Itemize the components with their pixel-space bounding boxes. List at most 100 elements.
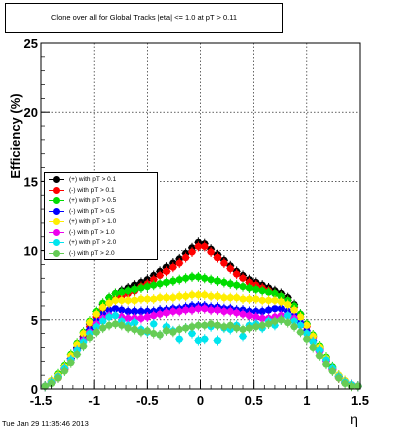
series xyxy=(41,241,362,392)
data-point xyxy=(239,282,247,291)
data-point xyxy=(156,294,164,302)
legend-label: (-) with pT > 1.0 xyxy=(69,228,115,236)
data-point xyxy=(258,321,266,329)
data-point xyxy=(213,321,222,329)
data-point xyxy=(290,317,298,325)
data-point xyxy=(188,323,196,331)
data-point xyxy=(233,270,241,278)
data-point xyxy=(169,277,177,285)
data-point xyxy=(111,305,120,313)
data-point xyxy=(194,291,202,299)
data-point xyxy=(201,242,209,251)
data-point xyxy=(124,314,132,323)
data-point xyxy=(118,321,126,329)
data-point xyxy=(233,309,241,317)
x-axis-label: η xyxy=(350,411,358,427)
data-point xyxy=(124,307,132,316)
data-point xyxy=(201,335,209,343)
data-point xyxy=(137,284,145,292)
data-point xyxy=(226,307,234,316)
data-point xyxy=(162,327,171,335)
data-point xyxy=(207,276,215,284)
data-point xyxy=(105,299,113,307)
data-point xyxy=(207,306,215,314)
data-point xyxy=(156,310,164,318)
data-point xyxy=(105,294,113,302)
data-point xyxy=(175,292,183,300)
data-point xyxy=(188,330,196,338)
data-point xyxy=(143,282,151,291)
data-point xyxy=(137,295,145,303)
data-point xyxy=(175,276,183,284)
data-point xyxy=(150,276,158,284)
data-point xyxy=(162,267,171,275)
data-point xyxy=(207,292,215,300)
legend-label: (-) with pT > 0.5 xyxy=(69,207,115,215)
timestamp: Tue Jan 29 11:35:46 2013 xyxy=(2,419,89,428)
data-point xyxy=(303,321,311,329)
data-point xyxy=(105,313,113,321)
data-point xyxy=(143,313,151,321)
data-point xyxy=(277,316,285,324)
data-point xyxy=(284,300,292,309)
data-point xyxy=(105,321,113,329)
data-point xyxy=(226,321,234,329)
data-point xyxy=(239,274,247,282)
data-point xyxy=(175,325,183,334)
data-point xyxy=(220,259,228,267)
data-point xyxy=(315,346,324,354)
data-point xyxy=(290,306,298,314)
data-point xyxy=(264,320,273,328)
data-point xyxy=(245,278,254,287)
data-point xyxy=(67,359,75,367)
data-point xyxy=(258,314,266,323)
data-point xyxy=(86,334,94,342)
data-point xyxy=(48,379,56,388)
data-point xyxy=(264,296,273,305)
data-point xyxy=(309,338,317,346)
data-point xyxy=(79,342,88,350)
data-point xyxy=(296,313,305,321)
data-point xyxy=(105,306,113,314)
data-point xyxy=(207,320,215,328)
data-point xyxy=(271,305,279,313)
data-point xyxy=(150,330,158,338)
data-point xyxy=(220,278,228,287)
data-point xyxy=(169,307,177,316)
data-point xyxy=(92,328,100,336)
data-point xyxy=(245,324,254,332)
x-tick-label: 1 xyxy=(303,393,310,408)
data-point xyxy=(303,330,311,338)
data-point xyxy=(213,277,222,285)
data-point xyxy=(143,295,151,303)
data-point xyxy=(322,360,330,368)
data-point xyxy=(258,296,266,305)
data-point xyxy=(201,274,209,282)
data-point xyxy=(335,374,343,382)
data-point xyxy=(271,317,279,325)
data-point xyxy=(194,305,202,313)
y-tick-label: 5 xyxy=(31,313,38,328)
data-point xyxy=(99,317,107,325)
data-point xyxy=(111,296,120,305)
legend: (+) with pT > 0.1 (-) with pT > 0.1 (+) wi… xyxy=(44,172,158,260)
data-point xyxy=(137,307,145,316)
y-tick-label: 15 xyxy=(24,174,38,189)
data-point xyxy=(201,321,209,329)
data-point xyxy=(296,321,305,329)
legend-marker xyxy=(53,186,60,194)
series xyxy=(41,314,362,392)
legend-marker xyxy=(53,207,60,215)
data-point xyxy=(239,332,247,341)
data-point xyxy=(245,312,254,320)
legend-item: (-) with pT > 0.1 xyxy=(45,186,157,196)
x-tick-label: -0.5 xyxy=(136,393,158,408)
legend-label: (+) with pT > 2.0 xyxy=(69,239,117,246)
data-point xyxy=(73,341,81,349)
y-tick-label: 0 xyxy=(31,382,38,397)
data-point xyxy=(188,306,196,314)
data-point xyxy=(73,350,81,358)
data-point xyxy=(213,253,222,262)
data-point xyxy=(169,263,177,271)
